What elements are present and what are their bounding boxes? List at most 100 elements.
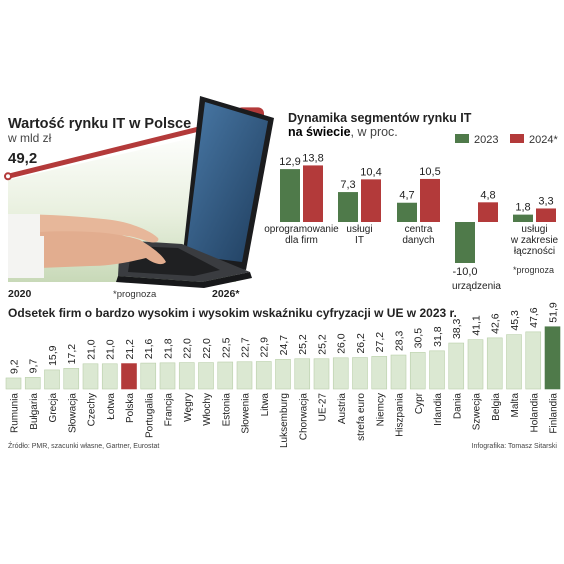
eu-value-7: 21,6 (143, 338, 155, 359)
eu-bar-14 (275, 359, 291, 390)
eu-country-label-3: Słowacja (67, 393, 78, 433)
eu-country-label-0: Rumunia (10, 393, 21, 433)
eu-country-label-9: Węgry (183, 393, 194, 422)
eu-bar-4 (82, 363, 99, 390)
legend-swatch-2024 (510, 134, 524, 143)
eu-country-label-23: Dania (452, 393, 463, 420)
legend-swatch-2023 (455, 134, 469, 143)
hands-illustration (8, 214, 166, 278)
segment-value-2024--2: 10,5 (419, 166, 440, 178)
eu-country-label-8: Francja (164, 393, 175, 427)
eu-value-18: 26,2 (355, 333, 367, 354)
segments-legend: 2023 2024* (455, 134, 558, 146)
eu-bars: 9,2 Rumunia 9,7 Bułgaria 15,9 Grecja 17,2 Słowa… (5, 302, 561, 448)
market-subtitle: w mld zł (7, 131, 52, 145)
eu-value-17: 26,0 (336, 333, 348, 354)
segments-subtitle: na świecie, w proc. (288, 125, 398, 139)
eu-bar-24 (467, 339, 484, 390)
eu-country-label-25: Belgia (491, 393, 502, 421)
eu-value-5: 21,0 (105, 339, 117, 360)
eu-bar-1 (24, 377, 41, 390)
eu-value-14: 24,7 (278, 335, 290, 356)
segment-value-2024--4: 3,3 (538, 195, 553, 207)
eu-country-label-22: Irlandia (433, 393, 444, 426)
segment-value-2024--0: 13,8 (302, 152, 323, 164)
eu-country-label-2: Grecja (48, 393, 59, 423)
eu-country-label-12: Słowenia (241, 393, 252, 434)
eu-value-15: 25,2 (297, 334, 309, 355)
segments-subtitle-bold: na świecie (288, 125, 351, 139)
eu-country-label-19: Niemcy (375, 393, 386, 426)
segment-bar-2024--1 (361, 179, 381, 222)
segment-bar-2024--4 (536, 208, 556, 222)
eu-value-21: 30,5 (413, 328, 425, 349)
segment-value-2023-3: -10,0 (452, 266, 477, 278)
eu-country-label-14: Luksemburg (279, 393, 290, 448)
segment-category-label-2-0: centra (405, 224, 433, 235)
eu-value-9: 22,0 (182, 338, 194, 359)
eu-country-label-20: Hiszpania (395, 393, 406, 437)
segment-category-label-4-0: usługi (521, 224, 547, 235)
segment-bar-2023-2 (397, 202, 417, 222)
legend-label-2024: 2024* (529, 134, 558, 146)
segments-title: Dynamika segmentów rynku IT (288, 111, 472, 125)
eu-bar-28 (544, 326, 561, 390)
eu-value-23: 38,3 (451, 318, 463, 339)
eu-bar-22 (429, 350, 445, 390)
eu-value-10: 22,0 (201, 338, 213, 359)
eu-value-8: 21,8 (163, 338, 175, 359)
eu-country-label-5: Łotwa (106, 393, 117, 420)
eu-value-22: 31,8 (432, 326, 444, 347)
eu-country-label-7: Portugalia (144, 393, 155, 438)
segments-subtitle-rest: , w proc. (351, 125, 398, 139)
eu-country-label-10: Włochy (202, 393, 213, 426)
eu-value-28: 51,9 (548, 302, 560, 323)
eu-bar-6 (121, 363, 137, 390)
eu-value-0: 9,2 (9, 359, 21, 374)
eu-bar-16 (313, 358, 330, 390)
segment-category-label-1-0: usługi (346, 224, 372, 235)
segments-footnote: *prognoza (513, 265, 554, 275)
credit-note: Infografika: Tomasz Sitarski (472, 443, 558, 450)
eu-bar-26 (506, 334, 522, 390)
eu-country-label-27: Holandia (529, 393, 540, 433)
segment-bar-2023-1 (338, 192, 358, 222)
eu-value-26: 45,3 (509, 310, 521, 331)
eu-bar-11 (217, 361, 234, 390)
eu-bar-13 (255, 361, 272, 390)
market-title: Wartość rynku IT w Polsce (8, 116, 191, 132)
eu-country-label-15: Chorwacja (298, 393, 309, 441)
laptop-illustration (116, 96, 274, 288)
market-footnote: *prognoza (113, 289, 157, 300)
segment-bar-2023-0 (280, 169, 300, 222)
eu-bar-27 (525, 331, 542, 390)
axis-label-2020: 2020 (8, 288, 32, 300)
eu-bar-7 (140, 362, 157, 390)
eu-country-label-21: Cypr (414, 392, 425, 414)
segments-panel: Dynamika segmentów rynku IT na świecie, … (264, 111, 558, 292)
eu-value-12: 22,7 (240, 337, 252, 358)
eu-bar-18 (352, 357, 368, 390)
segment-category-label-0-0: oprogramowanie (264, 224, 339, 235)
market-value-2020: 49,2 (8, 150, 37, 167)
eu-value-4: 21,0 (86, 339, 98, 360)
segment-value-2023-1: 7,3 (340, 179, 355, 191)
eu-bar-23 (448, 342, 465, 390)
segment-value-2023-4: 1,8 (515, 202, 530, 214)
eu-value-24: 41,1 (471, 315, 483, 336)
eu-value-27: 47,6 (528, 307, 540, 328)
eu-bar-3 (63, 368, 80, 390)
segment-category-label-0-1: dla firm (285, 235, 318, 246)
eu-bar-25 (486, 337, 503, 390)
eu-value-25: 42,6 (490, 313, 502, 334)
market-value-panel: 65 49,2 Wartość rynku IT w Polsce w mld … (4, 96, 274, 300)
legend-label-2023: 2023 (474, 134, 498, 146)
eu-digitization-panel: Odsetek firm o bardzo wysokim i wysokim … (5, 302, 561, 448)
eu-country-label-26: Malta (510, 393, 521, 418)
eu-value-16: 25,2 (317, 334, 329, 355)
eu-country-label-13: Litwa (260, 393, 271, 417)
segment-bar-2023-3 (455, 222, 475, 263)
eu-bar-21 (409, 352, 426, 390)
eu-value-2: 15,9 (47, 345, 59, 366)
